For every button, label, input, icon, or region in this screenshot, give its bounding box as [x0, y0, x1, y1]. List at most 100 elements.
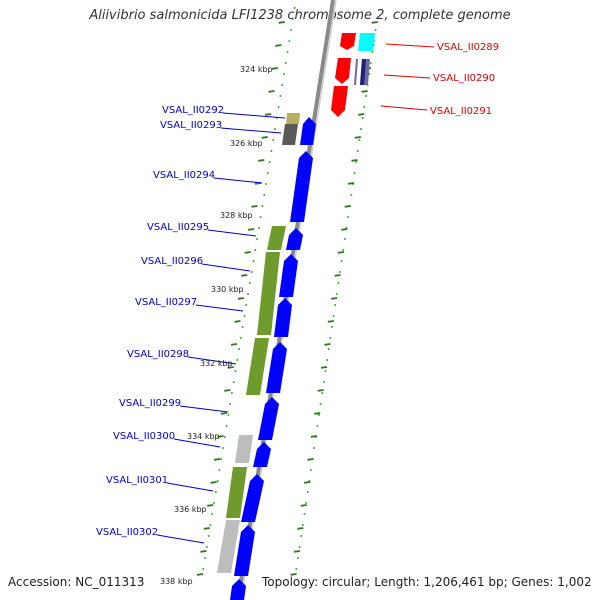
forward-gene-arrow[interactable]	[253, 442, 271, 467]
ruler-dot	[300, 535, 303, 537]
forward-gene-arrow[interactable]	[286, 228, 303, 250]
gene-label-left[interactable]: VSAL_II0293	[160, 120, 222, 131]
ruler-dot	[334, 304, 337, 306]
ruler-dot	[369, 62, 372, 64]
ruler-tick	[203, 527, 210, 530]
feature-bar	[226, 467, 247, 518]
forward-gene-arrow[interactable]	[290, 151, 313, 222]
tick-label: 332 kbp	[200, 359, 233, 368]
gene-leader-line	[222, 112, 286, 119]
ruler-dot	[243, 315, 246, 317]
gene-label-right[interactable]: VSAL_II0291	[430, 106, 492, 117]
forward-gene-arrow[interactable]	[266, 342, 287, 393]
ruler-dot	[218, 469, 221, 471]
ruler-tick	[341, 228, 348, 231]
ruler-dot	[360, 128, 363, 130]
gene-label-left[interactable]: VSAL_II0294	[153, 170, 215, 181]
gene-label-left[interactable]: VSAL_II0302	[96, 527, 158, 538]
ruler-dot	[245, 304, 248, 306]
ruler-dot	[279, 95, 282, 97]
ruler-dot	[266, 172, 269, 174]
ruler-tick	[258, 159, 265, 162]
ruler-tick	[265, 113, 272, 116]
ruler-dot	[277, 106, 280, 108]
ruler-dot	[257, 227, 260, 229]
ruler-dot	[374, 29, 377, 31]
ruler-dot	[316, 425, 319, 427]
ruler-dot	[356, 150, 359, 152]
feature-bars	[217, 113, 300, 573]
ruler-tick	[220, 412, 227, 415]
gene-leader-line	[383, 74, 431, 79]
ruler-dot	[335, 293, 338, 295]
ruler-dot	[234, 370, 237, 372]
ruler-dot	[306, 491, 309, 493]
ruler-dot	[227, 414, 230, 416]
ruler-dot	[236, 359, 239, 361]
reverse-feature-bars	[354, 33, 375, 85]
ruler-dot	[272, 139, 275, 141]
ruler-dot	[296, 557, 299, 559]
ruler-dot	[273, 128, 276, 130]
ruler-dot	[252, 260, 255, 262]
forward-gene-arrow[interactable]	[258, 397, 279, 440]
gene-label-left[interactable]: VSAL_II0298	[127, 349, 189, 360]
ruler-dot	[204, 557, 207, 559]
forward-gene-arrow[interactable]	[234, 525, 255, 576]
ruler-dot	[332, 315, 335, 317]
reverse-gene-arrow[interactable]	[331, 86, 348, 117]
ruler-dot	[295, 568, 298, 570]
ruler-tick	[241, 274, 248, 277]
ruler-tick	[200, 550, 207, 553]
gene-label-right[interactable]: VSAL_II0290	[433, 73, 495, 84]
ruler-tick	[278, 21, 285, 24]
gene-label-left[interactable]: VSAL_II0292	[162, 105, 224, 116]
gene-label-left[interactable]: VSAL_II0296	[141, 256, 203, 267]
gene-label-right[interactable]: VSAL_II0289	[437, 42, 499, 53]
tick-labels: 324 kbp 326 kbp 328 kbp 330 kbp 332 kbp 334 k…	[160, 65, 273, 586]
ruler-tick	[210, 481, 217, 484]
tick-label: 324 kbp	[240, 65, 273, 74]
forward-gene-arrow[interactable]	[241, 474, 264, 522]
ruler-dot	[298, 546, 301, 548]
ruler-tick	[331, 297, 338, 300]
ruler-dot	[353, 172, 356, 174]
gene-label-left[interactable]: VSAL_II0300	[113, 431, 175, 442]
ruler-ticks	[196, 21, 378, 576]
feature-bar	[235, 435, 253, 463]
ruler-tick	[314, 412, 321, 415]
ruler-tick	[271, 67, 279, 70]
forward-gene-arrow[interactable]	[230, 579, 246, 600]
reverse-gene-arrow[interactable]	[340, 33, 356, 50]
forward-gene-arrow[interactable]	[274, 298, 292, 337]
ruler-dot	[330, 326, 333, 328]
ruler-dot	[301, 524, 304, 526]
tick-label: 330 kbp	[211, 285, 244, 294]
ruler-dot	[247, 293, 250, 295]
ruler-tick	[310, 435, 318, 438]
gene-leader-line	[179, 405, 229, 413]
ruler-tick	[351, 159, 358, 162]
forward-gene-arrow[interactable]	[279, 254, 298, 297]
ruler-tick	[304, 481, 311, 484]
gene-label-left[interactable]: VSAL_II0295	[147, 222, 209, 233]
gene-leader-line	[201, 263, 251, 272]
reverse-gene-arrow[interactable]	[335, 58, 351, 84]
ruler-tick	[234, 320, 241, 323]
ruler-dot	[324, 370, 327, 372]
forward-gene-arrow[interactable]	[300, 117, 316, 145]
ruler-dot	[268, 161, 271, 163]
feature-bar	[282, 124, 298, 145]
ruler-dot	[313, 447, 316, 449]
ruler-dot	[291, 18, 294, 20]
ruler-dot	[288, 40, 291, 42]
gene-label-left[interactable]: VSAL_II0299	[119, 398, 181, 409]
ruler-dot	[317, 414, 320, 416]
gene-label-left[interactable]: VSAL_II0297	[135, 297, 197, 308]
gene-label-left[interactable]: VSAL_II0301	[106, 475, 168, 486]
ruler-tick	[327, 320, 334, 323]
ruler-tick	[297, 527, 304, 530]
ruler-tick	[358, 113, 365, 116]
ruler-dot	[263, 194, 266, 196]
